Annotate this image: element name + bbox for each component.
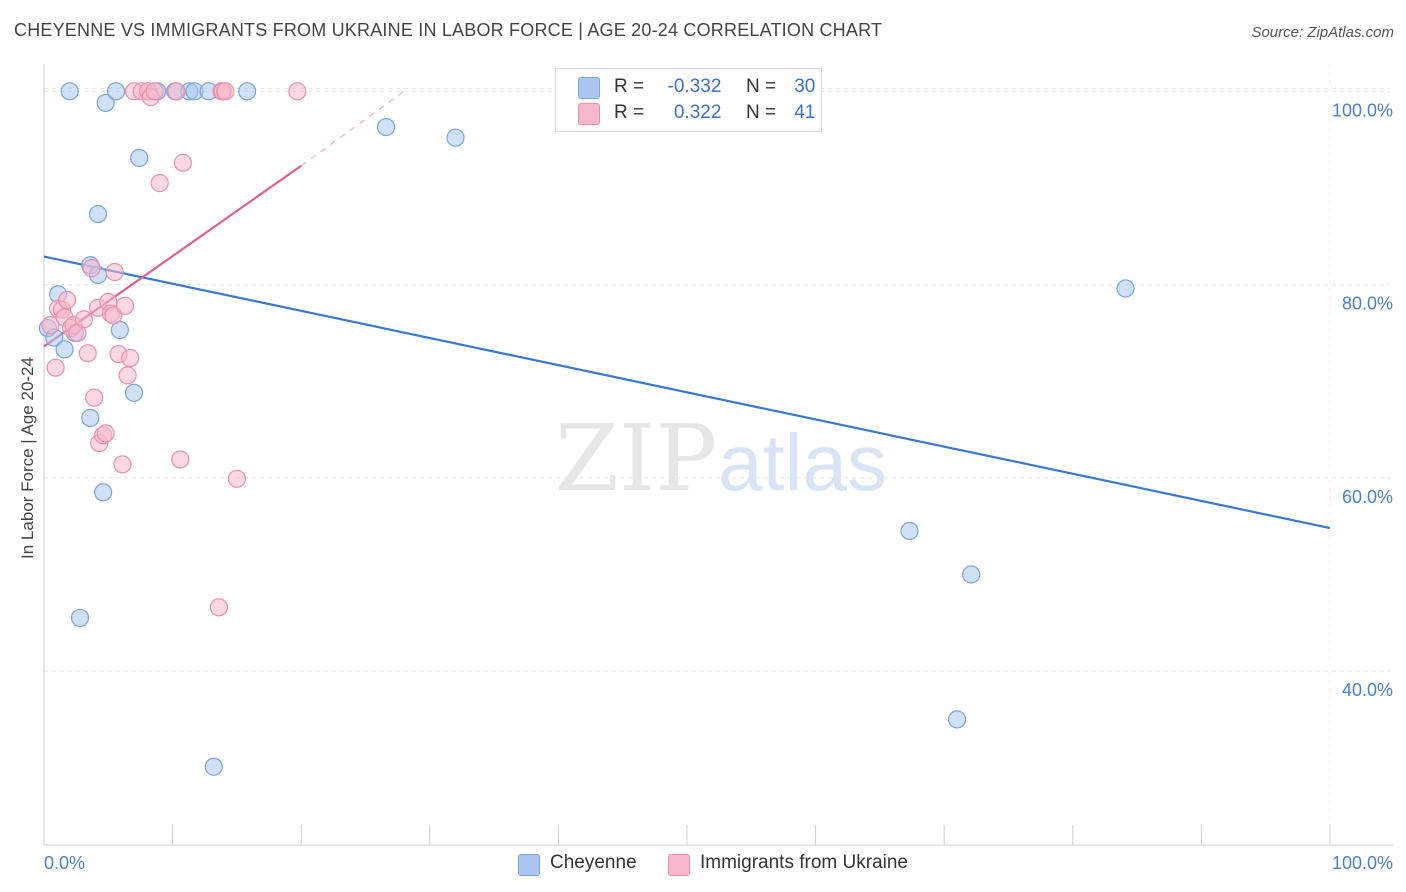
- point-ukraine: [78, 344, 97, 363]
- axes: [43, 64, 1393, 846]
- source-label: Source: ZipAtlas.com: [1251, 24, 1394, 41]
- point-cheyenne: [55, 340, 74, 359]
- point-cheyenne: [124, 383, 144, 402]
- point-ukraine: [145, 82, 164, 101]
- point-cheyenne: [376, 117, 396, 137]
- series-swatch-ukraine: [668, 854, 690, 876]
- point-ukraine: [104, 306, 123, 325]
- tick-labels: 40.0% 60.0% 80.0% 100.0% 0.0% 100.0%: [44, 100, 1393, 873]
- point-cheyenne: [962, 565, 981, 584]
- legend-n-label: N =: [745, 76, 777, 97]
- point-cheyenne: [96, 93, 115, 113]
- point-ukraine: [227, 469, 246, 488]
- point-ukraine: [209, 598, 228, 617]
- legend-n-value-ukraine: 41: [794, 102, 816, 123]
- y-tick-label: 60.0%: [1342, 487, 1393, 507]
- point-cheyenne: [204, 757, 223, 776]
- point-ukraine: [150, 174, 169, 193]
- series-label-ukraine: Immigrants from Ukraine: [700, 852, 908, 873]
- legend-r-label: R =: [614, 76, 645, 97]
- series-label-cheyenne: Cheyenne: [550, 852, 637, 873]
- point-cheyenne: [900, 521, 919, 541]
- point-ukraine: [74, 310, 93, 329]
- data-points: [38, 82, 1135, 776]
- point-ukraine: [58, 290, 77, 310]
- y-tick-label: 40.0%: [1342, 680, 1393, 700]
- point-cheyenne: [106, 82, 126, 101]
- legend-swatch-cheyenne: [578, 77, 600, 99]
- y-tick-label: 80.0%: [1342, 294, 1393, 314]
- legend-r-value-ukraine: 0.322: [673, 102, 722, 123]
- correlation-legend: R = -0.332 N = 30 R = 0.322 N = 41: [555, 68, 822, 132]
- point-ukraine: [216, 82, 235, 101]
- trend-extension-ukraine: [300, 90, 405, 167]
- point-cheyenne: [94, 483, 113, 502]
- point-ukraine: [96, 424, 115, 443]
- point-ukraine: [46, 358, 65, 377]
- point-ukraine: [121, 348, 140, 368]
- point-ukraine: [85, 388, 104, 407]
- legend-n-value-cheyenne: 30: [794, 76, 816, 97]
- point-ukraine: [118, 366, 137, 385]
- watermark-atlas: atlas: [718, 418, 887, 507]
- point-cheyenne: [70, 608, 90, 628]
- point-ukraine: [113, 455, 132, 474]
- point-cheyenne: [947, 710, 967, 729]
- point-cheyenne: [446, 128, 465, 147]
- chart-title: CHEYENNE VS IMMIGRANTS FROM UKRAINE IN L…: [14, 20, 883, 40]
- point-ukraine: [167, 82, 186, 101]
- point-ukraine: [288, 82, 307, 101]
- point-cheyenne: [60, 82, 79, 101]
- point-ukraine: [173, 153, 192, 172]
- series-swatch-cheyenne: [518, 854, 540, 876]
- legend-n-label: N =: [745, 102, 777, 123]
- point-ukraine: [41, 316, 60, 335]
- point-cheyenne: [130, 148, 149, 168]
- point-cheyenne: [81, 408, 100, 428]
- y-tick-label: 100.0%: [1332, 100, 1393, 120]
- x-tick-label: 100.0%: [1332, 853, 1393, 873]
- watermark: ZIP atlas: [555, 405, 887, 512]
- point-cheyenne: [1116, 279, 1135, 298]
- point-ukraine: [82, 259, 101, 278]
- point-ukraine: [105, 262, 124, 282]
- legend-swatch-ukraine: [578, 103, 600, 125]
- point-ukraine: [171, 450, 190, 469]
- trend-line-cheyenne: [43, 255, 1331, 530]
- point-ukraine: [115, 296, 135, 315]
- x-tick-label: 0.0%: [44, 853, 85, 873]
- legend-r-label: R =: [614, 102, 645, 123]
- gridlines: [44, 64, 1390, 845]
- point-cheyenne: [88, 204, 108, 224]
- legend-r-value-cheyenne: -0.332: [667, 76, 722, 97]
- watermark-zip: ZIP: [555, 405, 717, 512]
- point-cheyenne: [238, 82, 257, 101]
